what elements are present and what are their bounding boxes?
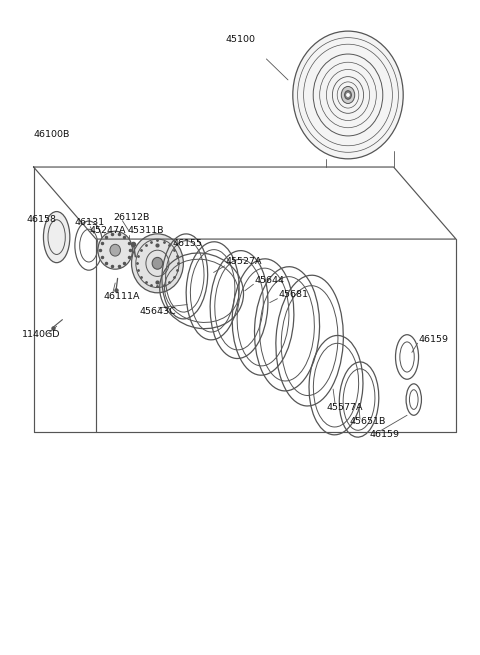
Text: 45643C: 45643C — [139, 307, 176, 316]
Text: 45681: 45681 — [278, 290, 308, 299]
Ellipse shape — [347, 93, 349, 97]
Ellipse shape — [98, 231, 132, 269]
Ellipse shape — [152, 257, 163, 269]
Ellipse shape — [110, 244, 120, 256]
Text: 45651B: 45651B — [349, 417, 386, 426]
Ellipse shape — [341, 86, 355, 103]
Ellipse shape — [293, 31, 403, 159]
Text: 26112B: 26112B — [113, 213, 149, 222]
Text: 45577A: 45577A — [326, 403, 363, 412]
Text: 1140GD: 1140GD — [22, 329, 60, 339]
Text: 46131: 46131 — [74, 218, 105, 227]
Ellipse shape — [132, 234, 183, 293]
Text: 45247A: 45247A — [90, 226, 126, 235]
Text: 45311B: 45311B — [127, 226, 164, 235]
Text: 46100B: 46100B — [34, 130, 70, 139]
Ellipse shape — [345, 90, 351, 100]
Text: 46158: 46158 — [26, 215, 57, 224]
Text: 46159: 46159 — [419, 335, 448, 344]
Text: 45527A: 45527A — [226, 257, 262, 267]
Text: 46111A: 46111A — [103, 291, 140, 301]
Text: 46155: 46155 — [173, 239, 203, 248]
Ellipse shape — [43, 212, 70, 263]
Text: 46159: 46159 — [370, 430, 399, 440]
Text: 45644: 45644 — [254, 276, 284, 285]
Text: 45100: 45100 — [226, 35, 255, 44]
